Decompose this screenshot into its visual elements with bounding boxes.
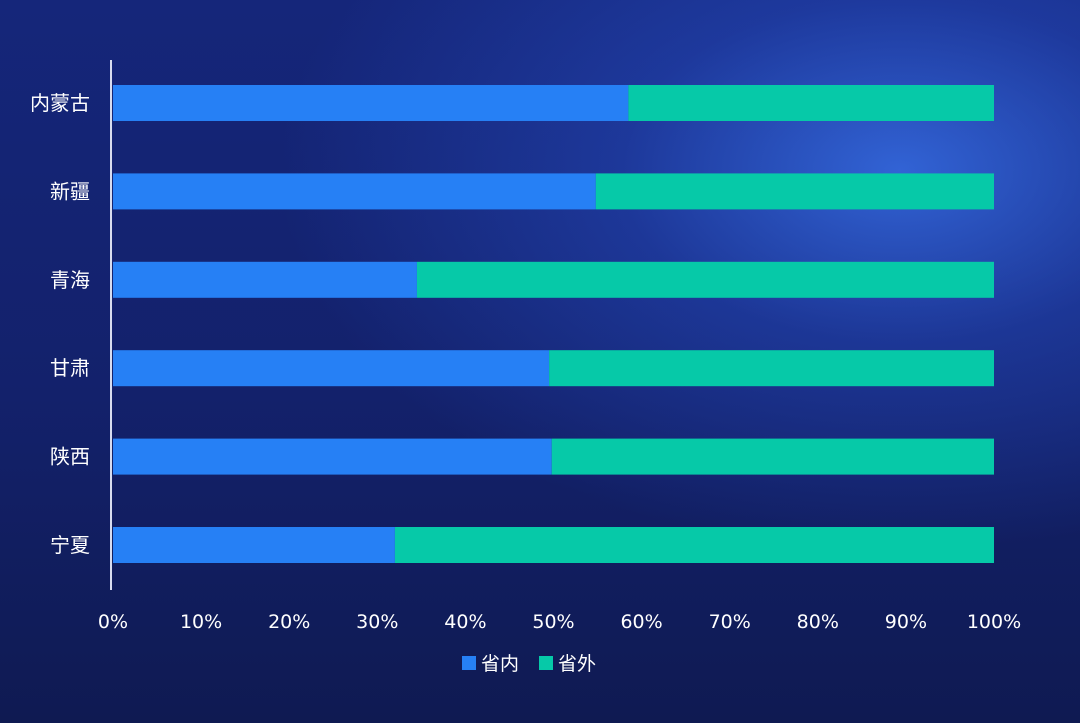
bars-layer: [113, 85, 994, 563]
x-tick-label-9: 90%: [885, 611, 927, 633]
bar-outside-1: [595, 173, 994, 210]
legend-label-outside: 省外: [558, 653, 596, 675]
category-label-1: 新疆: [50, 179, 90, 203]
legend-swatch-outside: [539, 656, 553, 670]
bar-inside-2: [113, 261, 417, 298]
x-tick-label-7: 70%: [709, 611, 751, 633]
bar-inside-5: [113, 527, 395, 563]
bar-outside-5: [394, 527, 994, 563]
legend: 省内 省外: [462, 653, 596, 675]
category-label-4: 陕西: [50, 445, 90, 469]
x-tick-label-5: 50%: [532, 611, 574, 633]
x-tick-label-1: 10%: [180, 611, 222, 633]
category-label-3: 甘肃: [50, 356, 90, 380]
x-axis-ticks: 0% 10% 20% 30% 40% 50% 60% 70% 80% 90% 100%: [98, 611, 1021, 633]
x-tick-label-2: 20%: [268, 611, 310, 633]
bar-inside-1: [113, 173, 596, 210]
x-tick-label-10: 100%: [967, 611, 1021, 633]
bar-inside-0: [113, 85, 629, 121]
bar-inside-3: [113, 350, 550, 387]
bar-outside-2: [416, 261, 994, 298]
bar-inside-4: [113, 438, 552, 475]
x-tick-label-4: 40%: [444, 611, 486, 633]
category-label-2: 青海: [50, 268, 90, 292]
x-tick-label-8: 80%: [797, 611, 839, 633]
x-tick-label-6: 60%: [620, 611, 662, 633]
category-label-0: 内蒙古: [30, 91, 90, 115]
x-tick-label-3: 30%: [356, 611, 398, 633]
legend-swatch-inside: [462, 656, 476, 670]
bar-outside-0: [628, 85, 994, 121]
bar-outside-4: [551, 438, 994, 475]
x-tick-label-0: 0%: [98, 611, 128, 633]
bar-outside-3: [549, 350, 994, 387]
category-label-5: 宁夏: [50, 533, 90, 557]
legend-label-inside: 省内: [481, 653, 519, 675]
